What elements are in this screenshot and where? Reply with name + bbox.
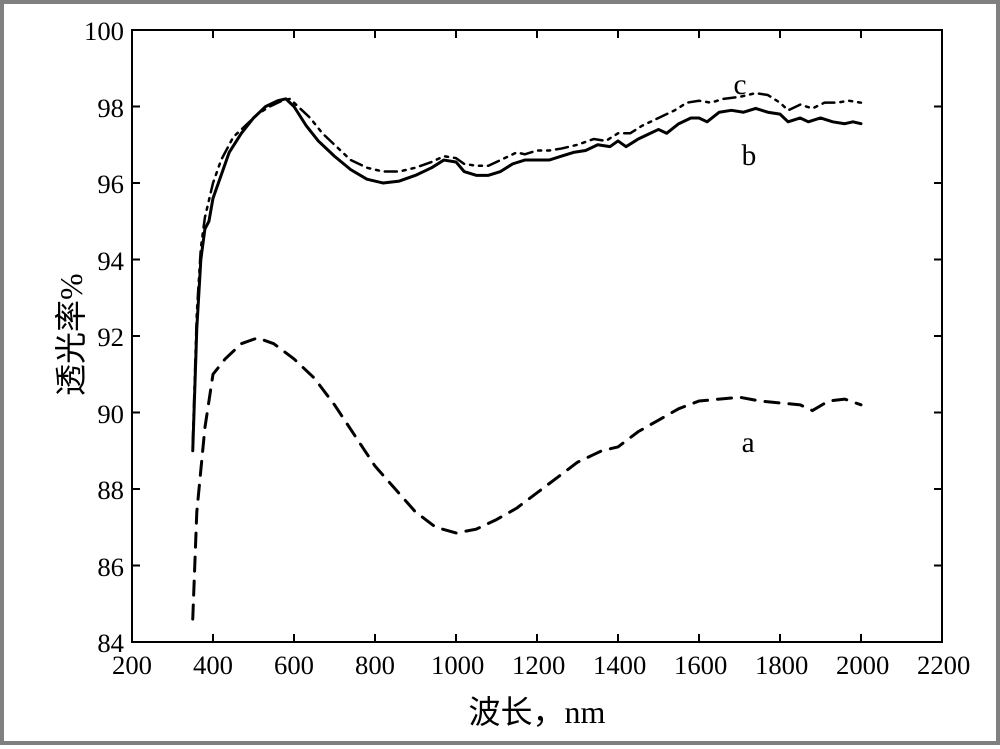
- y-tick-label: 84: [76, 628, 124, 659]
- x-tick-label: 1000: [431, 650, 481, 681]
- series-label-b: b: [742, 140, 757, 173]
- x-tick-label: 600: [269, 650, 319, 681]
- y-tick-label: 94: [76, 246, 124, 277]
- x-tick-label: 2000: [836, 650, 886, 681]
- chart-plot: [4, 4, 1000, 749]
- x-tick-label: 400: [188, 650, 238, 681]
- y-tick-label: 90: [76, 399, 124, 430]
- x-tick-label: 1400: [593, 650, 643, 681]
- y-tick-label: 96: [76, 169, 124, 200]
- y-tick-label: 88: [76, 475, 124, 506]
- y-tick-label: 86: [76, 552, 124, 583]
- x-tick-label: 2200: [917, 650, 967, 681]
- x-tick-label: 1200: [512, 650, 562, 681]
- x-tick-label: 1600: [674, 650, 724, 681]
- y-tick-label: 100: [76, 16, 124, 47]
- x-tick-label: 800: [350, 650, 400, 681]
- x-tick-label: 1800: [755, 650, 805, 681]
- series-label-c: c: [734, 69, 747, 102]
- y-tick-label: 98: [76, 93, 124, 124]
- series-label-a: a: [742, 427, 755, 460]
- chart-container: 透光率% 波长，nm 20040060080010001200140016001…: [0, 0, 1000, 745]
- x-axis-label: 波长，nm: [437, 687, 637, 733]
- y-tick-label: 92: [76, 322, 124, 353]
